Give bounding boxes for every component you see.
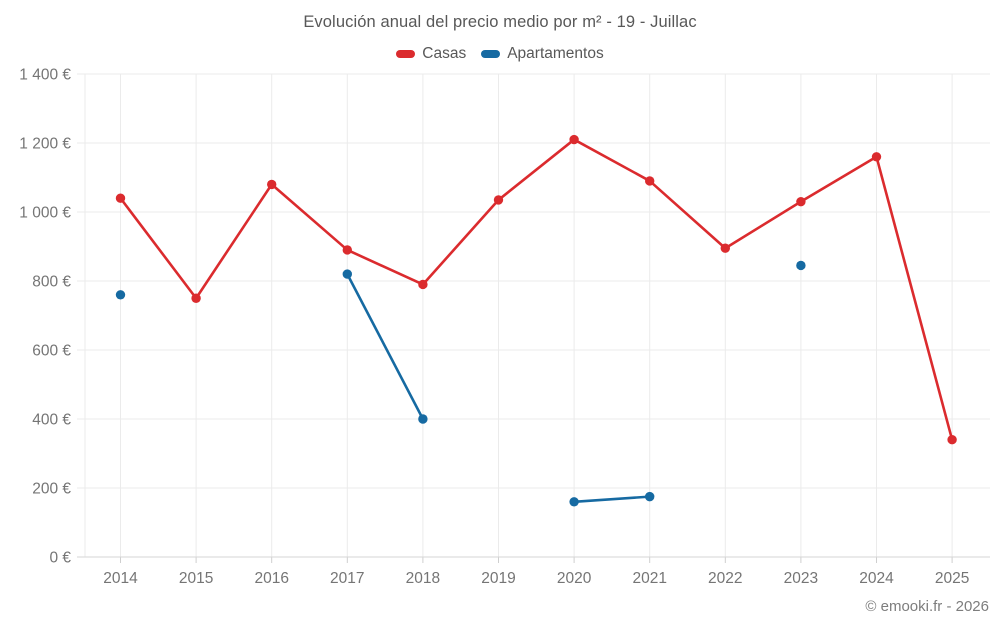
data-point-casas-2015[interactable] bbox=[191, 293, 201, 303]
data-point-casas-2017[interactable] bbox=[342, 245, 352, 255]
chart-legend: Casas Apartamentos bbox=[0, 45, 1000, 63]
series-line-apartamentos bbox=[345, 272, 425, 421]
apartamentos-legend-swatch-icon bbox=[481, 50, 501, 58]
data-point-casas-2022[interactable] bbox=[720, 243, 730, 253]
data-point-apartamentos-2018[interactable] bbox=[418, 414, 428, 424]
y-axis-tick-label: 400 € bbox=[32, 412, 71, 429]
data-point-casas-2020[interactable] bbox=[569, 134, 579, 145]
y-axis-tick-label: 1 000 € bbox=[19, 205, 71, 222]
y-axis-tick-label: 600 € bbox=[32, 343, 71, 360]
x-axis-tick-label: 2017 bbox=[330, 570, 364, 587]
legend-item-casas[interactable]: Casas bbox=[396, 45, 466, 63]
y-axis-tick-label: 200 € bbox=[32, 481, 71, 498]
x-axis-tick-label: 2021 bbox=[632, 570, 666, 587]
x-axis-tick-label: 2015 bbox=[179, 570, 213, 587]
series-line-apartamentos bbox=[572, 495, 652, 504]
x-axis-tick-label: 2019 bbox=[481, 570, 515, 587]
data-point-casas-2023[interactable] bbox=[796, 196, 806, 207]
x-axis-tick-label: 2014 bbox=[103, 570, 138, 587]
casas-legend-swatch-icon bbox=[396, 50, 416, 58]
x-axis-tick-label: 2025 bbox=[935, 570, 969, 587]
y-axis-tick-label: 1 400 € bbox=[19, 67, 71, 84]
x-axis-tick-label: 2022 bbox=[708, 570, 742, 587]
data-point-casas-2019[interactable] bbox=[493, 195, 504, 205]
data-point-apartamentos-2014[interactable] bbox=[115, 290, 126, 300]
series-line-casas bbox=[119, 138, 954, 442]
chart-title: Evolución anual del precio medio por m² … bbox=[303, 13, 697, 31]
data-point-casas-2014[interactable] bbox=[115, 193, 126, 203]
x-axis-tick-label: 2020 bbox=[557, 570, 592, 587]
x-axis-tick-label: 2024 bbox=[859, 570, 894, 587]
x-axis-tick-label: 2023 bbox=[784, 570, 818, 587]
data-point-casas-2024[interactable] bbox=[871, 152, 882, 162]
x-axis-tick-label: 2018 bbox=[406, 570, 440, 587]
data-point-apartamentos-2017[interactable] bbox=[342, 269, 352, 279]
data-point-casas-2018[interactable] bbox=[418, 279, 428, 290]
y-axis-tick-label: 1 200 € bbox=[19, 136, 71, 153]
y-axis-tick-label: 0 € bbox=[49, 550, 71, 567]
y-axis-tick-label: 800 € bbox=[32, 274, 71, 291]
data-point-casas-2016[interactable] bbox=[267, 179, 277, 190]
x-axis-tick-label: 2016 bbox=[254, 570, 288, 587]
data-point-apartamentos-2020[interactable] bbox=[569, 497, 579, 507]
copyright-text: © emooki.fr - 2026 bbox=[865, 598, 989, 615]
apartamentos-legend-label: Apartamentos bbox=[507, 45, 604, 62]
data-point-casas-2021[interactable] bbox=[645, 176, 655, 186]
data-point-apartamentos-2021[interactable] bbox=[645, 491, 655, 502]
legend-item-apartamentos[interactable]: Apartamentos bbox=[481, 45, 604, 63]
data-point-casas-2025[interactable] bbox=[947, 435, 957, 445]
casas-legend-label: Casas bbox=[422, 45, 467, 62]
data-point-apartamentos-2023[interactable] bbox=[796, 260, 806, 271]
